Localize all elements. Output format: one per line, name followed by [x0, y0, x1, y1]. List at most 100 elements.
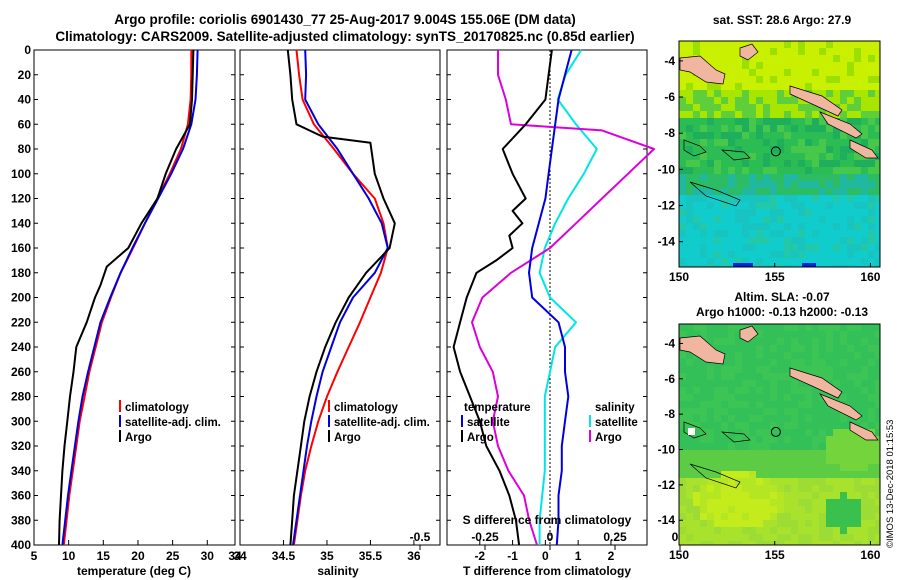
- map-cell: [861, 506, 869, 514]
- map-cell: [721, 265, 729, 267]
- map-cell: [777, 160, 785, 168]
- map-cell: [805, 139, 813, 147]
- map-cell: [749, 69, 757, 77]
- map-cell: [700, 160, 708, 168]
- map-cell: [735, 513, 743, 521]
- map-cell: [861, 352, 869, 360]
- map-cell: [777, 41, 785, 49]
- map-cell: [728, 104, 736, 112]
- map-cell: [749, 492, 757, 500]
- map-cell: [819, 258, 827, 266]
- map-cell: [735, 331, 743, 339]
- map-cell: [854, 436, 862, 444]
- map-cell: [735, 195, 743, 203]
- map-cell: [847, 527, 855, 535]
- map-cell: [805, 499, 813, 507]
- map-cell: [763, 188, 771, 196]
- y-tick-label: 320: [11, 439, 31, 453]
- map-cell: [875, 230, 880, 238]
- y-tick-label: 60: [18, 117, 32, 131]
- map-cell: [861, 338, 869, 346]
- map-cell: [777, 125, 785, 133]
- map-cell: [728, 258, 736, 266]
- map-cell: [756, 513, 764, 521]
- map-cell: [868, 352, 876, 360]
- y-tick-label: 300: [11, 414, 31, 428]
- map-cell: [693, 48, 701, 56]
- map-cell: [770, 125, 778, 133]
- map-cell: [721, 443, 729, 451]
- map-cell: [784, 125, 792, 133]
- map-cell: [749, 450, 757, 458]
- map-cell: [861, 520, 869, 528]
- map-cell: [812, 457, 820, 465]
- map-cell: [833, 478, 841, 486]
- map-cell: [868, 216, 876, 224]
- map-cell: [700, 534, 708, 542]
- map-cell: [826, 541, 834, 545]
- map-cell: [777, 457, 785, 465]
- map-cell: [840, 83, 848, 91]
- salinity-x-axis: 34 34.5 35 35.5 36: [233, 540, 421, 563]
- map-cell: [819, 223, 827, 231]
- map-cell: [868, 251, 876, 259]
- map-cell: [770, 422, 778, 430]
- map-cell: [847, 167, 855, 175]
- map-cell: [756, 209, 764, 217]
- map-cell: [777, 485, 785, 493]
- map-cell: [728, 527, 736, 535]
- map-cell: [854, 118, 862, 126]
- map-cell: [756, 230, 764, 238]
- map-cell: [805, 69, 813, 77]
- map-cell: [819, 244, 827, 252]
- map-cell: [784, 48, 792, 56]
- map-cell: [707, 90, 715, 98]
- map-cell: [770, 195, 778, 203]
- map-cell: [728, 167, 736, 175]
- map-cell: [812, 104, 820, 112]
- map-cell: [805, 401, 813, 409]
- map-cell: [777, 401, 785, 409]
- map-cell: [798, 62, 806, 70]
- map-cell: [693, 506, 701, 514]
- map-cell: [700, 48, 708, 56]
- chart-title-line2: Climatology: CARS2009. Satellite-adjuste…: [55, 29, 634, 44]
- map-cell: [756, 258, 764, 266]
- map-cell: [868, 345, 876, 353]
- new-britain-land: [739, 43, 759, 61]
- map-cell: [777, 237, 785, 245]
- y-tick-label: 140: [11, 216, 31, 230]
- map-cell: [805, 258, 813, 266]
- map-cell: [833, 146, 841, 154]
- map-cell: [777, 104, 785, 112]
- map-cell: [812, 111, 820, 119]
- map-cell: [770, 181, 778, 189]
- map-cell: [826, 436, 834, 444]
- map-cell: [700, 132, 708, 140]
- map-cell: [847, 195, 855, 203]
- map-cell: [735, 139, 743, 147]
- map-cell: [686, 111, 694, 119]
- map-cell: [812, 146, 820, 154]
- map-cell: [840, 394, 848, 402]
- map-cell: [679, 237, 687, 245]
- map-cell: [763, 111, 771, 119]
- map-cell: [854, 408, 862, 416]
- map-cell: [791, 450, 799, 458]
- map-cell: [728, 401, 736, 409]
- map-cell: [798, 55, 806, 63]
- map-cell: [742, 492, 750, 500]
- map-cell: [749, 132, 757, 140]
- map-cell: [777, 209, 785, 217]
- map-cell: [784, 415, 792, 423]
- x-tick-label: -1: [507, 549, 518, 563]
- map-cell: [693, 366, 701, 374]
- map-cell: [777, 520, 785, 528]
- map-cell: [868, 338, 876, 346]
- map-cell: [805, 181, 813, 189]
- map-cell: [777, 338, 785, 346]
- map-cell: [756, 324, 764, 332]
- map-cell: [707, 244, 715, 252]
